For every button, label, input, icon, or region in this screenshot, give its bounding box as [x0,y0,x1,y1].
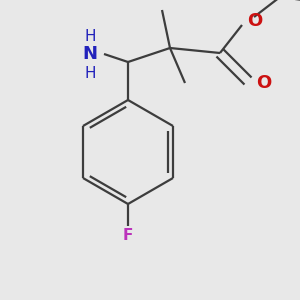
Text: H: H [84,29,96,44]
Text: F: F [123,228,133,243]
Text: H: H [84,66,96,81]
Text: N: N [82,45,98,63]
Text: O: O [256,74,271,92]
Text: O: O [247,12,262,30]
